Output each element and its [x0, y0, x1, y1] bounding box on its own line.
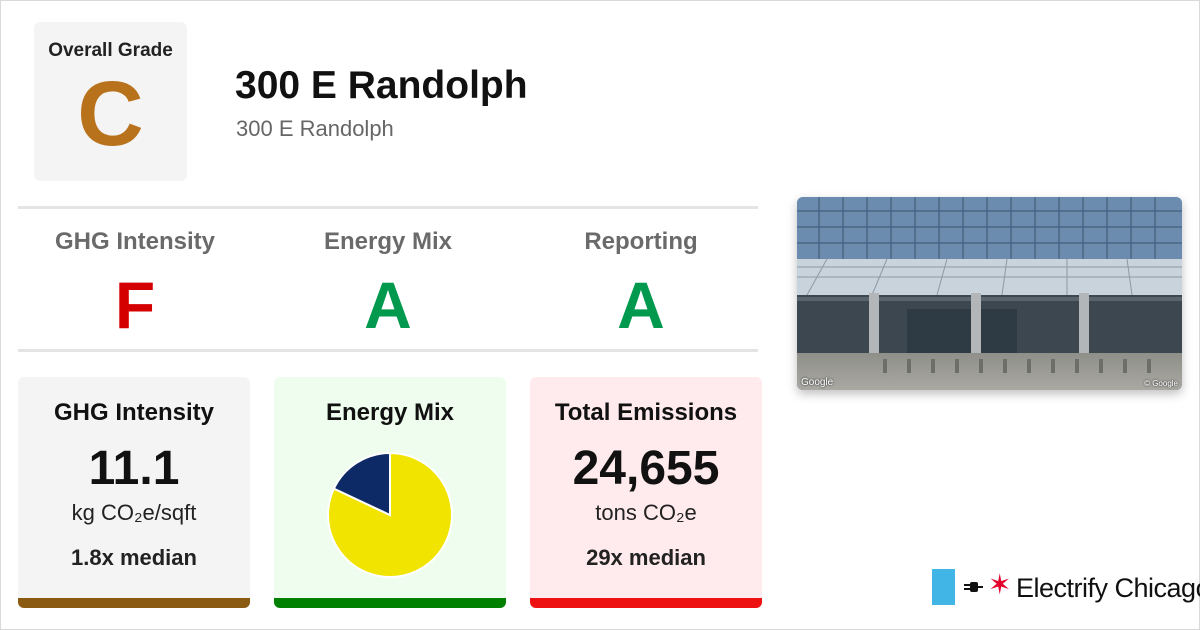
divider-top	[18, 206, 758, 209]
grade-letter: A	[364, 268, 412, 342]
grade-energy-mix: Energy Mix A	[273, 228, 503, 338]
overall-grade-letter: C	[77, 63, 144, 165]
card-title: Energy Mix	[325, 399, 455, 426]
grade-label: GHG Intensity	[54, 228, 216, 255]
total-emissions-card: Total Emissions 24,655 tons CO₂e 29x med…	[530, 377, 762, 608]
ghg-intensity-median: 1.8x median	[71, 545, 197, 570]
building-photo-image	[797, 197, 1182, 390]
overall-grade-label: Overall Grade	[48, 40, 173, 61]
total-emissions-value: 24,655	[572, 442, 720, 495]
card-title: GHG Intensity	[53, 399, 215, 426]
card-accent-bar	[530, 598, 762, 608]
brand-name: Electrify Chicago	[1016, 573, 1200, 603]
grade-ghg-intensity: GHG Intensity F	[20, 228, 250, 338]
chicago-flag-stripe-icon	[932, 569, 955, 605]
card-title: Total Emissions	[554, 399, 738, 426]
grade-label: Energy Mix	[323, 228, 453, 255]
chicago-star-icon: ✶	[988, 569, 1012, 600]
grade-label: Reporting	[584, 228, 698, 255]
ghg-intensity-card: GHG Intensity 11.1 kg CO₂e/sqft 1.8x med…	[18, 377, 250, 608]
ghg-intensity-value: 11.1	[88, 442, 180, 495]
grade-letter: F	[114, 268, 156, 342]
total-emissions-unit: tons CO₂e	[595, 500, 697, 525]
card-accent-bar	[18, 598, 250, 608]
card-accent-bar	[274, 598, 506, 608]
building-photo: Google © Google	[797, 197, 1182, 390]
plug-icon	[964, 582, 983, 592]
pie-slice-1	[332, 451, 391, 517]
photo-copyright: © Google	[1144, 379, 1178, 388]
ghg-intensity-unit: kg CO₂e/sqft	[71, 500, 197, 525]
divider-middle	[18, 349, 758, 352]
total-emissions-median: 29x median	[586, 545, 706, 570]
photo-credit: Google	[801, 377, 834, 388]
energy-mix-pie	[327, 451, 453, 578]
grade-letter: A	[617, 268, 665, 342]
overall-grade-box: Overall Grade C	[34, 22, 187, 181]
grade-reporting: Reporting A	[526, 228, 756, 338]
building-name: 300 E Randolph	[235, 64, 528, 107]
energy-mix-card: Energy Mix	[274, 377, 506, 608]
building-address: 300 E Randolph	[236, 116, 394, 141]
